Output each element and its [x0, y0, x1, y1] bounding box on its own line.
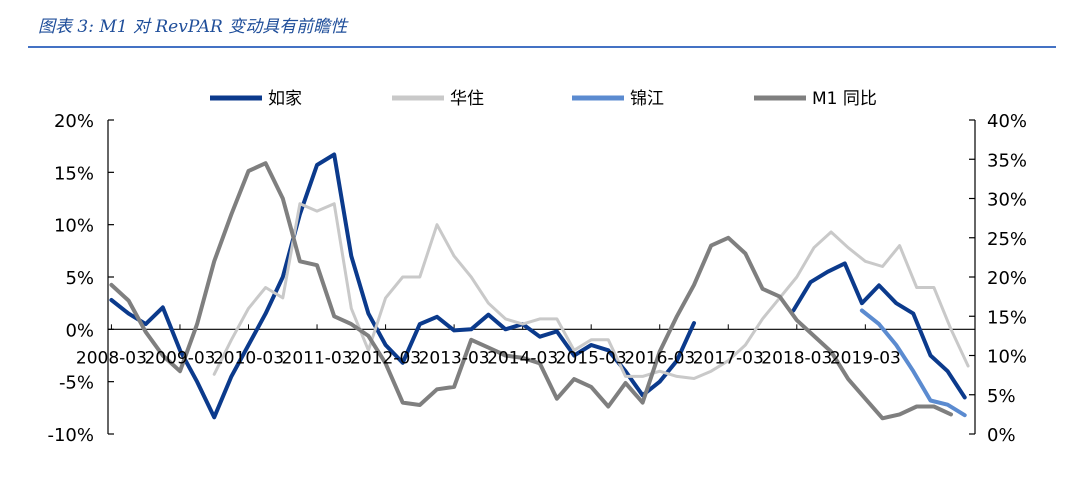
left-axis-tick-label: -10% — [47, 425, 94, 446]
x-axis-tick-label: 2008-03 — [76, 348, 147, 368]
right-axis-tick-label: 15% — [987, 307, 1027, 328]
x-axis-tick-label: 2011-03 — [282, 348, 353, 368]
x-axis-tick-label: 2018-03 — [761, 348, 832, 368]
left-axis-tick-label: 20% — [54, 111, 94, 132]
right-axis-tick-label: 40% — [987, 111, 1027, 132]
right-axis-tick-label: 5% — [987, 386, 1016, 407]
figure-caption: 图表 3: M1 对 RevPAR 变动具有前瞻性 — [38, 17, 348, 37]
legend-label: 锦江 — [630, 89, 664, 109]
axis-labels: -10% -5% 0% 5% 10% 15% 20% 0% 5% 10% 15% 20% 25% 30% 3… — [47, 111, 1027, 446]
x-axis-tick-label: 2010-03 — [213, 348, 284, 368]
x-axis-tick-label: 2012-03 — [350, 348, 421, 368]
right-axis-tick-label: 25% — [987, 229, 1027, 250]
x-axis-tick-label: 2016-03 — [624, 348, 695, 368]
x-axis-tick-label: 2017-03 — [693, 348, 764, 368]
axes — [107, 119, 976, 435]
series-line-0 — [109, 152, 696, 420]
x-axis-tick-label: 2019-03 — [830, 348, 901, 368]
right-axis-tick-label: 20% — [987, 268, 1027, 289]
right-axis-tick-label: 10% — [987, 347, 1027, 368]
legend: 如家 华住 锦江 M1 同比 — [210, 89, 877, 109]
x-axis-tick-label: 2015-03 — [556, 348, 627, 368]
legend-label: 如家 — [268, 89, 302, 109]
right-axis-tick-label: 30% — [987, 190, 1027, 211]
x-axis-tick-label: 2013-03 — [419, 348, 490, 368]
left-axis-tick-label: 15% — [54, 163, 94, 184]
right-axis-tick-label: 35% — [987, 150, 1027, 171]
caption-divider — [28, 46, 1056, 48]
series-lines — [109, 152, 970, 421]
left-axis-tick-label: 5% — [65, 268, 94, 289]
left-axis-tick-label: 0% — [65, 320, 94, 341]
series-line-2 — [212, 202, 970, 380]
right-axis-tick-label: 0% — [987, 425, 1016, 446]
series-line-1 — [791, 261, 967, 400]
left-axis-tick-label: 10% — [54, 216, 94, 237]
legend-label: M1 同比 — [812, 89, 877, 109]
legend-label: 华住 — [450, 89, 484, 109]
left-axis-tick-label: -5% — [59, 373, 94, 394]
series-line-4 — [109, 161, 953, 421]
x-axis-tick-label: 2009-03 — [144, 348, 215, 368]
series-line-3 — [859, 308, 967, 418]
x-axis-tick-label: 2014-03 — [487, 348, 558, 368]
